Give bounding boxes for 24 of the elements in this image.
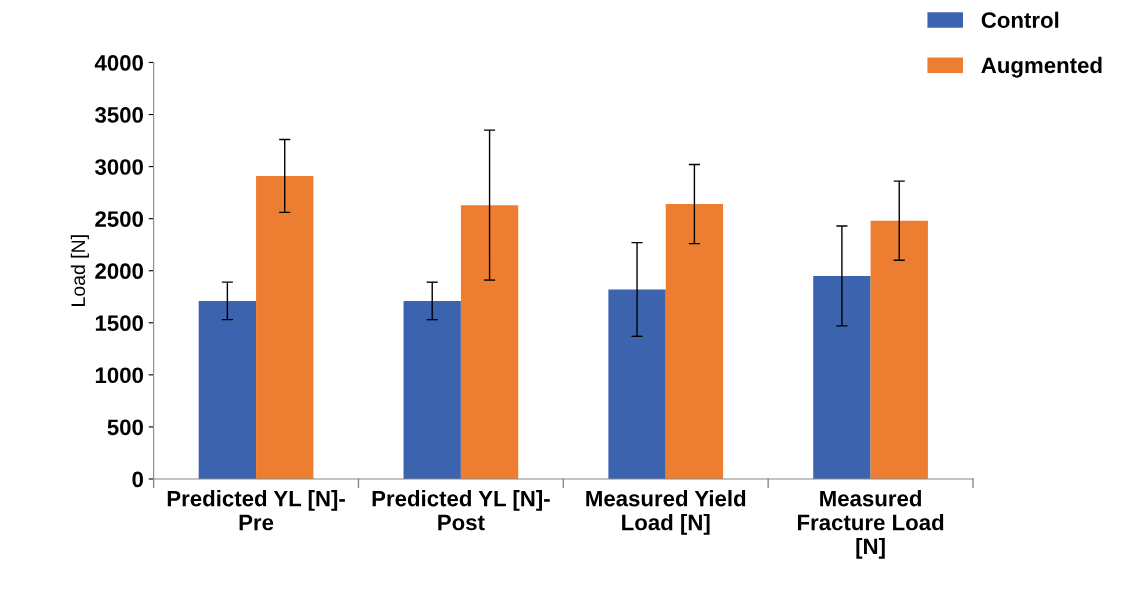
bar — [460, 205, 519, 479]
x-tick-label: Predicted YL [N]- Pre — [167, 490, 345, 531]
bar — [665, 204, 724, 479]
x-tick-label: Measured Fracture Load [N] — [797, 490, 944, 559]
bar — [198, 300, 257, 479]
y-tick-label: 3000 — [94, 159, 143, 175]
y-tick-label: 1500 — [95, 315, 143, 332]
bar — [813, 275, 871, 479]
x-tick-label: Measured Yield Load [N] — [586, 490, 746, 535]
x-tick-label: Predicted YL [N]- Post — [372, 490, 550, 531]
y-tick-label: 500 — [107, 419, 143, 436]
y-tick-label: 1000 — [95, 367, 143, 384]
y-tick-label: 0 — [132, 471, 143, 488]
y-tick-label: 3500 — [94, 107, 143, 123]
y-tick-label: 4000 — [94, 55, 143, 71]
legend-label: Augmented — [981, 56, 1102, 78]
legend-label: Control — [981, 11, 1059, 28]
y-tick-label: 2500 — [95, 211, 143, 227]
bar — [256, 175, 314, 479]
bar — [608, 289, 666, 479]
bar — [870, 220, 928, 479]
bar — [403, 300, 461, 479]
y-tick-label: 2000 — [95, 263, 143, 279]
y-axis-title: Load [N] — [70, 235, 89, 306]
